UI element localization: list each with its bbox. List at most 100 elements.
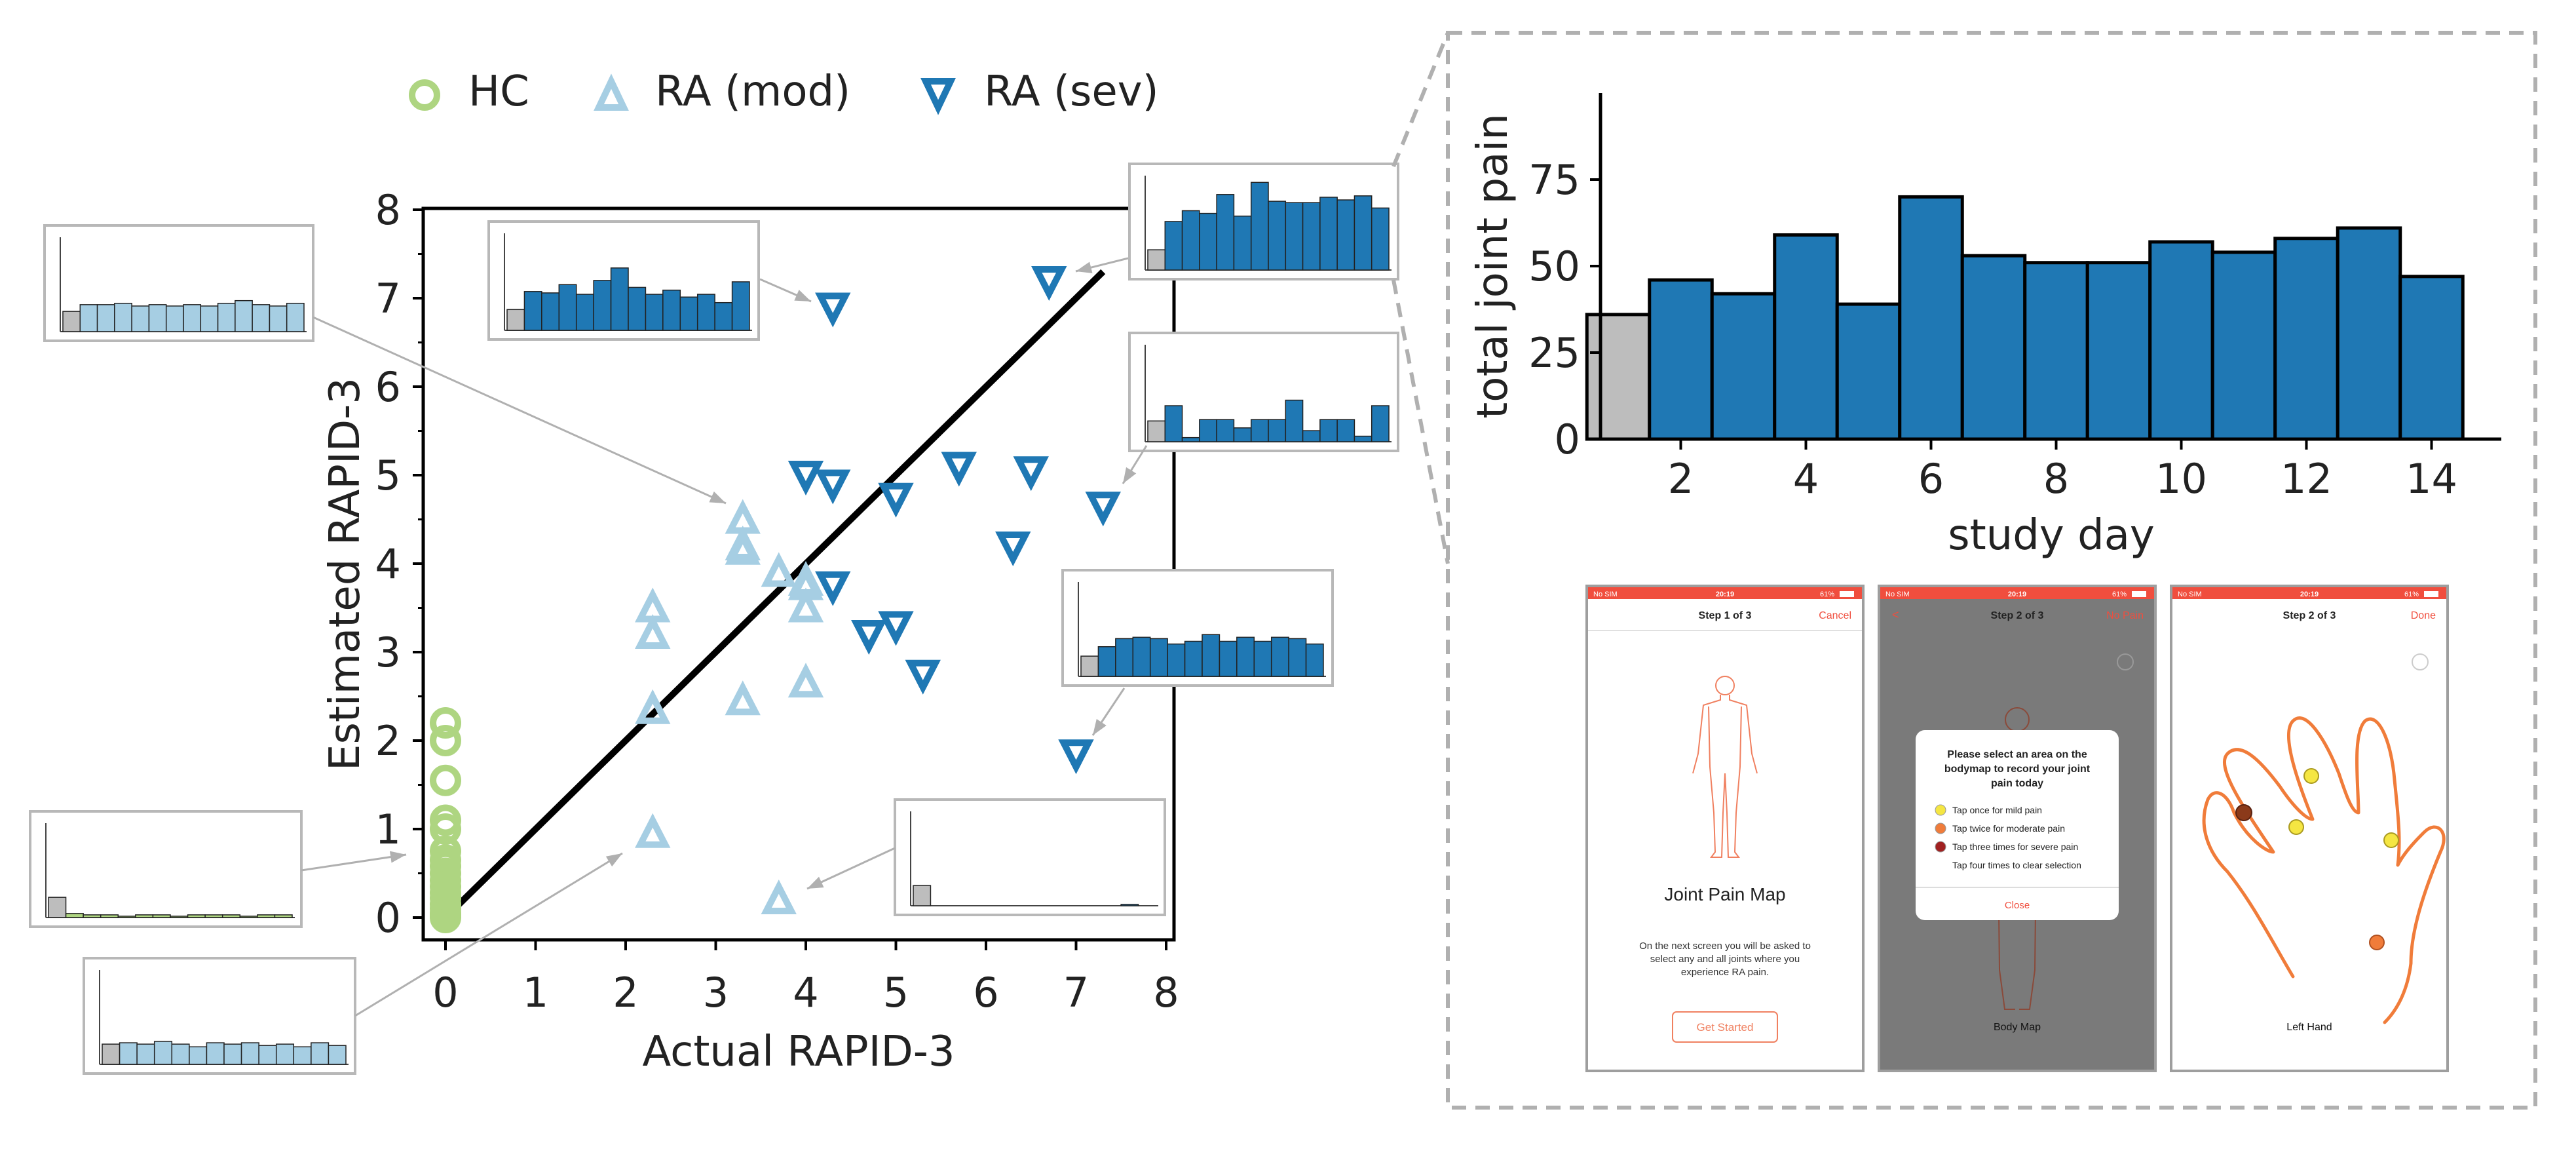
phone-2-back-button[interactable]: < <box>1892 608 1899 621</box>
left-hand-outline-icon <box>2202 716 2446 1024</box>
legend-entry-hc: HC <box>409 68 529 116</box>
inset-bar <box>171 1043 190 1065</box>
scatter-point-ra-sev <box>1013 456 1049 492</box>
inset-bar <box>187 914 206 918</box>
battery-icon <box>2424 591 2438 597</box>
help-icon[interactable] <box>2412 653 2429 670</box>
bar-day <box>2148 240 2214 441</box>
phone-2-no-pain-button[interactable]: No Pain <box>2106 610 2144 621</box>
scatter-plot: 0 1 2 3 4 5 6 7 8 0 1 2 3 4 5 6 7 8 Actual RAPID-3 Estim… <box>321 186 1179 1076</box>
scatter-x-label: Actual RAPID-3 <box>642 1028 955 1076</box>
inset-bar <box>119 1042 138 1065</box>
phone-1-frame <box>1585 585 1865 1072</box>
inset-bar <box>1115 638 1134 677</box>
scatter-point-ra-sev <box>941 452 977 487</box>
arrowhead-icon <box>389 851 406 863</box>
scatter-x-tick-label: 8 <box>1153 969 1179 1017</box>
scatter-y-tick-label: 3 <box>375 629 401 676</box>
scatter-point-ra-sev <box>1058 739 1094 775</box>
phone-screen-2: No SIM 20:19 61% < Step 2 of 3 No Pain P… <box>1878 585 2157 1072</box>
inset-bar <box>593 280 612 331</box>
scatter-x-tick-label: 2 <box>613 969 638 1017</box>
bar-y-tick-label: 0 <box>1555 416 1580 463</box>
inset-bar <box>1268 201 1287 271</box>
inset-bar <box>152 914 171 918</box>
identity-line <box>443 269 1106 920</box>
dialog-title-line-3: pain today <box>1991 778 2043 789</box>
bar-day <box>1835 302 1902 441</box>
scatter-y-tick-label: 7 <box>375 275 401 322</box>
inset-bar <box>1181 210 1200 271</box>
scatter-x-tick-label: 0 <box>432 969 458 1017</box>
phone-1-cancel-button[interactable]: Cancel <box>1819 610 1851 621</box>
pain-dot-mild[interactable] <box>2288 819 2304 835</box>
phone-2-status-time: 20:19 <box>2008 591 2026 598</box>
scatter-point-ra-sev <box>787 461 824 495</box>
inset-bar <box>223 1043 242 1065</box>
bar-day <box>2273 237 2339 441</box>
inset-mod-zero <box>894 798 1166 916</box>
inset-bar <box>1149 638 1168 677</box>
phone-3-frame <box>2170 585 2449 1072</box>
get-started-button[interactable] <box>1672 1011 1778 1043</box>
pain-dot-moderate[interactable] <box>2369 935 2385 950</box>
dialog-close-button[interactable]: Close <box>2005 900 2030 911</box>
bar-day <box>2085 261 2152 441</box>
scatter-point-ra-sev <box>1031 266 1067 301</box>
arrowhead-icon <box>1093 719 1107 735</box>
scatter-y-ticks: 0 1 2 3 4 5 6 7 8 <box>375 186 423 942</box>
arrowhead-icon <box>1076 261 1093 273</box>
bar-x-tick-label: 14 <box>2406 455 2457 503</box>
pain-dot-mild[interactable] <box>2383 832 2399 848</box>
phone-screen-1: No SIM 20:19 61% Step 1 of 3 Cancel Join… <box>1585 585 1865 1072</box>
callout-line-top <box>1392 31 1450 168</box>
inset-bar <box>117 916 136 918</box>
phone-3-caption: Left Hand <box>2286 1022 2332 1033</box>
inset-bar-baseline <box>1147 249 1166 271</box>
legend-label-hc: HC <box>468 68 529 116</box>
inset-bar <box>204 914 223 918</box>
scatter-x-tick-label: 3 <box>703 969 729 1017</box>
connector-line <box>806 847 896 890</box>
inset-bar <box>541 292 560 331</box>
phone-1-body-line-2: select any and all joints where you <box>1650 954 1800 965</box>
pain-dot-mild[interactable] <box>2303 768 2319 784</box>
legend-marker-ra-mod <box>594 73 629 111</box>
scatter-point-ra-mod <box>635 689 671 724</box>
inset-bar <box>523 291 542 331</box>
phone-3-done-button[interactable]: Done <box>2411 610 2436 621</box>
inset-bar <box>206 1042 225 1065</box>
inset-bar-baseline <box>1147 420 1166 442</box>
help-icon[interactable] <box>2117 653 2134 670</box>
battery-icon <box>2132 591 2146 597</box>
inset-hc-mid <box>29 810 303 928</box>
inset-bar <box>274 914 293 918</box>
scatter-y-tick-label: 8 <box>375 186 401 234</box>
inset-bar <box>1285 399 1304 442</box>
bar-series <box>1585 195 2465 441</box>
scatter-point-ra-mod <box>635 614 671 649</box>
inset-bar <box>731 281 750 331</box>
phone-2-status-carrier: No SIM <box>1885 591 1910 598</box>
dialog-title-line-1: Please select an area on the <box>1947 749 2087 760</box>
arrowhead-icon <box>709 491 726 503</box>
bar-day <box>1960 254 2027 441</box>
pain-dot-severe[interactable] <box>2235 804 2252 821</box>
inset-bar <box>1302 430 1321 442</box>
scatter-point-ra-sev <box>905 659 941 695</box>
inset-bar <box>65 913 84 918</box>
bar-y-tick-label: 75 <box>1528 156 1580 204</box>
scatter-y-label: Estimated RAPID-3 <box>321 378 369 771</box>
phone-screen-3: No SIM 20:19 61% Step 2 of 3 Done Left H… <box>2170 585 2449 1072</box>
get-started-label: Get Started <box>1697 1021 1754 1034</box>
legend-marker-ra-sev <box>920 78 956 115</box>
bar-x-ticks: 2 4 6 8 10 12 14 <box>1668 439 2457 503</box>
mild-pain-dot-icon <box>1935 804 1946 816</box>
scatter-point-ra-sev <box>878 482 914 518</box>
phone-2-caption: Body Map <box>1994 1022 2041 1033</box>
arrowhead-icon <box>807 876 824 889</box>
inset-bar <box>714 301 733 331</box>
inset-bar <box>662 289 681 331</box>
inset-bar <box>311 1042 330 1065</box>
